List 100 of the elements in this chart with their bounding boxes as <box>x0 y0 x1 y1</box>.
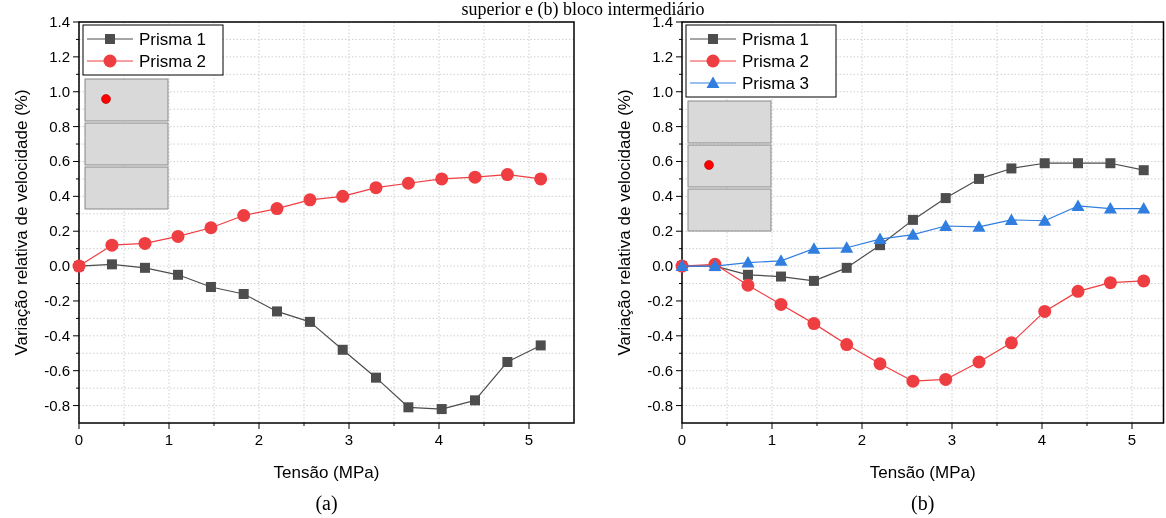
point <box>873 357 887 371</box>
point <box>1137 202 1151 214</box>
point <box>403 402 414 413</box>
point <box>138 236 152 250</box>
y-tick-label: -0.4 <box>44 326 70 344</box>
point <box>270 202 284 216</box>
point <box>1039 158 1050 169</box>
x-tick-label: 4 <box>1037 431 1047 448</box>
point <box>939 372 953 386</box>
point <box>808 275 819 286</box>
x-tick-label: 3 <box>344 431 354 448</box>
y-tick-label: -0.8 <box>44 396 70 414</box>
point <box>906 228 920 240</box>
legend-label: Prisma 2 <box>139 52 207 71</box>
y-tick-label: 1.2 <box>652 47 673 65</box>
y-tick-label: 0.2 <box>49 222 70 240</box>
x-axis-title: Tensão (MPa) <box>869 463 976 482</box>
y-tick-label: -0.4 <box>647 326 673 344</box>
point <box>807 242 821 254</box>
point <box>940 193 951 204</box>
point <box>468 170 482 184</box>
point <box>972 355 986 369</box>
point <box>1105 158 1116 169</box>
point <box>369 181 383 195</box>
point <box>303 193 317 207</box>
point <box>1071 199 1085 211</box>
x-tick-label: 0 <box>677 431 687 448</box>
y-tick-label: 1.4 <box>49 13 70 30</box>
point <box>205 282 216 293</box>
point <box>173 269 183 280</box>
y-tick-label: 0.6 <box>652 152 673 170</box>
y-tick-label: 0.4 <box>49 187 70 205</box>
point <box>502 356 513 367</box>
point <box>1038 304 1052 318</box>
x-axis-title: Tensão (MPa) <box>273 463 380 482</box>
point <box>840 338 854 352</box>
point <box>371 372 381 383</box>
point <box>272 306 282 317</box>
y-axis-title: Variação relativa de velocidade (%) <box>615 89 634 356</box>
point <box>1103 276 1117 290</box>
x-tick-label: 1 <box>767 431 777 448</box>
legend-label: Prisma 3 <box>742 74 810 93</box>
x-tick-label: 2 <box>857 431 867 448</box>
point <box>741 256 755 268</box>
point <box>972 220 986 232</box>
y-tick-label: 0.2 <box>652 222 673 240</box>
point <box>807 317 821 331</box>
point <box>336 189 350 203</box>
y-tick-label: -0.8 <box>647 396 673 414</box>
point <box>840 241 854 253</box>
point <box>535 340 546 351</box>
point <box>1006 163 1017 174</box>
x-tick-label: 5 <box>1127 431 1137 448</box>
point <box>204 221 218 235</box>
y-tick-label: 1.0 <box>652 82 673 100</box>
legend-label: Prisma 2 <box>742 52 810 71</box>
y-tick-label: 1.0 <box>49 82 70 100</box>
point <box>237 209 251 223</box>
y-tick-label: 0.8 <box>652 117 673 135</box>
point <box>304 316 315 327</box>
point <box>401 176 415 190</box>
point <box>1038 214 1052 226</box>
x-tick-label: 1 <box>164 431 174 448</box>
text: (b) <box>911 492 935 515</box>
point <box>500 168 514 182</box>
legend-label: Prisma 1 <box>742 30 810 49</box>
point <box>776 271 786 282</box>
y-tick-label: 0.6 <box>49 152 70 170</box>
point <box>1103 202 1117 214</box>
y-tick-label: 0.0 <box>49 257 70 275</box>
point <box>1137 274 1151 288</box>
x-tick-label: 2 <box>254 431 264 448</box>
point <box>436 404 447 415</box>
point <box>435 172 449 186</box>
y-tick-label: 0.0 <box>652 257 673 275</box>
y-tick-label: -0.6 <box>647 361 673 379</box>
point <box>841 262 852 273</box>
x-tick-label: 0 <box>74 431 84 448</box>
y-tick-label: -0.2 <box>647 291 673 309</box>
point <box>171 229 185 243</box>
point <box>1071 284 1085 298</box>
legend-label: Prisma 1 <box>139 30 207 49</box>
y-tick-label: 0.4 <box>652 187 673 205</box>
point <box>742 269 753 280</box>
point <box>974 173 984 184</box>
point <box>1138 165 1149 176</box>
x-tick-label: 3 <box>947 431 957 448</box>
point <box>939 219 953 231</box>
x-tick-label: 4 <box>434 431 444 448</box>
point <box>774 254 788 266</box>
point <box>873 232 887 245</box>
point <box>774 297 788 311</box>
y-tick-label: -0.2 <box>44 291 70 309</box>
x-tick-label: 5 <box>524 431 534 448</box>
y-axis-title: Variação relativa de velocidade (%) <box>12 89 31 356</box>
point <box>105 238 119 252</box>
point <box>1073 158 1083 169</box>
y-tick-label: -0.6 <box>44 361 70 379</box>
point <box>139 262 150 273</box>
point <box>1004 336 1018 350</box>
